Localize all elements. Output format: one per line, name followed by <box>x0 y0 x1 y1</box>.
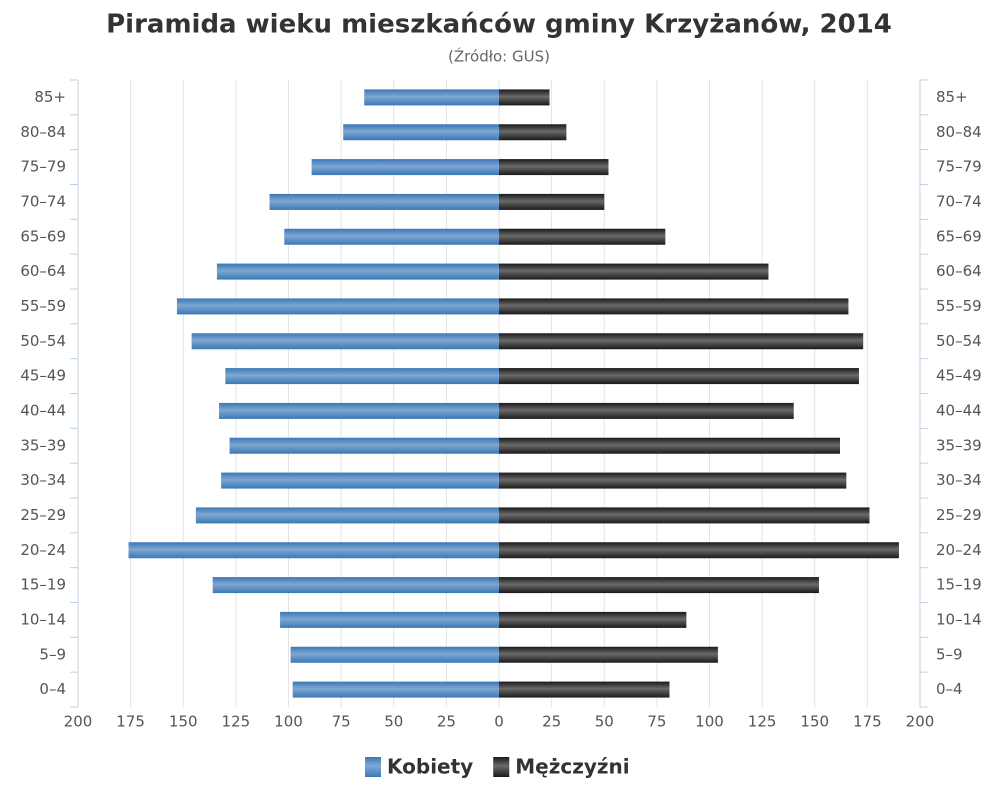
bar <box>219 402 499 419</box>
y-tick-label: 80–84 <box>936 123 982 141</box>
bar <box>499 681 670 698</box>
y-tick-label: 25–29 <box>936 506 982 524</box>
y-tick-label: 20–24 <box>936 541 982 559</box>
x-tick-label: 75 <box>332 713 351 731</box>
bar <box>212 577 499 594</box>
bar <box>191 333 500 350</box>
bar <box>499 472 847 489</box>
y-tick-label: 30–34 <box>20 471 66 489</box>
y-tick-label: 45–49 <box>936 367 982 385</box>
x-tick-label: 200 <box>64 713 93 731</box>
bar <box>499 298 849 315</box>
x-tick-label: 100 <box>274 713 303 731</box>
bar <box>499 228 666 245</box>
bar <box>499 577 819 594</box>
y-tick-label: 25–29 <box>20 506 66 524</box>
bar <box>499 368 859 385</box>
y-tick-label: 5–9 <box>936 645 963 663</box>
y-tick-label: 50–54 <box>936 332 982 350</box>
x-tick-label: 25 <box>542 713 561 731</box>
y-tick-label: 15–19 <box>20 576 66 594</box>
y-tick-label: 85+ <box>936 88 968 106</box>
bar <box>284 228 499 245</box>
bar <box>229 437 499 454</box>
bar <box>499 89 550 106</box>
legend-label[interactable]: Mężczyźni <box>515 755 629 779</box>
bar <box>225 368 499 385</box>
y-tick-label: 65–69 <box>20 227 66 245</box>
y-tick-label: 35–39 <box>20 436 66 454</box>
y-tick-label: 10–14 <box>936 610 982 628</box>
y-tick-label: 5–9 <box>39 645 66 663</box>
x-tick-label: 100 <box>695 713 724 731</box>
y-tick-label: 50–54 <box>20 332 66 350</box>
y-tick-label: 55–59 <box>20 297 66 315</box>
bar <box>280 611 499 628</box>
y-tick-label: 15–19 <box>936 576 982 594</box>
y-tick-label: 30–34 <box>936 471 982 489</box>
x-tick-label: 75 <box>647 713 666 731</box>
x-tick-label: 0 <box>494 713 504 731</box>
bar <box>195 507 499 524</box>
y-tick-label: 65–69 <box>936 227 982 245</box>
bar <box>221 472 499 489</box>
bar <box>343 124 499 141</box>
chart-title: Piramida wieku mieszkańców gminy Krzyżan… <box>106 10 892 40</box>
bar <box>499 159 609 176</box>
x-tick-label: 125 <box>748 713 777 731</box>
bar <box>176 298 499 315</box>
y-tick-label: 10–14 <box>20 610 66 628</box>
x-tick-label: 150 <box>169 713 198 731</box>
bar <box>290 646 499 663</box>
y-tick-label: 45–49 <box>20 367 66 385</box>
y-tick-label: 85+ <box>34 88 66 106</box>
x-tick-label: 50 <box>595 713 614 731</box>
bar <box>499 124 567 141</box>
y-tick-label: 0–4 <box>936 680 963 698</box>
y-tick-label: 75–79 <box>936 158 982 176</box>
bar <box>499 333 864 350</box>
legend-swatch-highlight <box>493 757 510 777</box>
bar <box>499 611 687 628</box>
y-tick-label: 60–64 <box>20 262 66 280</box>
x-tick-label: 150 <box>800 713 829 731</box>
y-tick-label: 75–79 <box>20 158 66 176</box>
bar <box>499 193 605 210</box>
y-tick-label: 0–4 <box>39 680 66 698</box>
legend-swatch-highlight <box>365 757 381 777</box>
y-tick-label: 80–84 <box>20 123 66 141</box>
y-tick-label: 35–39 <box>936 436 982 454</box>
y-tick-label: 60–64 <box>936 262 982 280</box>
bar <box>292 681 499 698</box>
bar <box>499 263 769 280</box>
bar <box>311 159 499 176</box>
x-tick-label: 175 <box>116 713 145 731</box>
bar <box>128 542 499 559</box>
y-tick-label: 40–44 <box>936 401 982 419</box>
x-tick-label: 25 <box>437 713 456 731</box>
y-tick-label: 20–24 <box>20 541 66 559</box>
bar <box>499 542 899 559</box>
chart-subtitle: (Źródło: GUS) <box>448 47 550 66</box>
y-tick-label: 55–59 <box>936 297 982 315</box>
x-tick-label: 200 <box>906 713 935 731</box>
bar <box>499 507 870 524</box>
y-tick-label: 70–74 <box>936 192 982 210</box>
y-tick-label: 70–74 <box>20 192 66 210</box>
bar <box>364 89 499 106</box>
x-tick-label: 50 <box>384 713 403 731</box>
bar <box>216 263 499 280</box>
x-tick-label: 175 <box>853 713 882 731</box>
bar <box>269 193 499 210</box>
x-tick-label: 125 <box>222 713 251 731</box>
y-tick-label: 40–44 <box>20 401 66 419</box>
legend-label[interactable]: Kobiety <box>387 755 473 779</box>
bar <box>499 437 841 454</box>
bar <box>499 402 794 419</box>
bar <box>499 646 718 663</box>
